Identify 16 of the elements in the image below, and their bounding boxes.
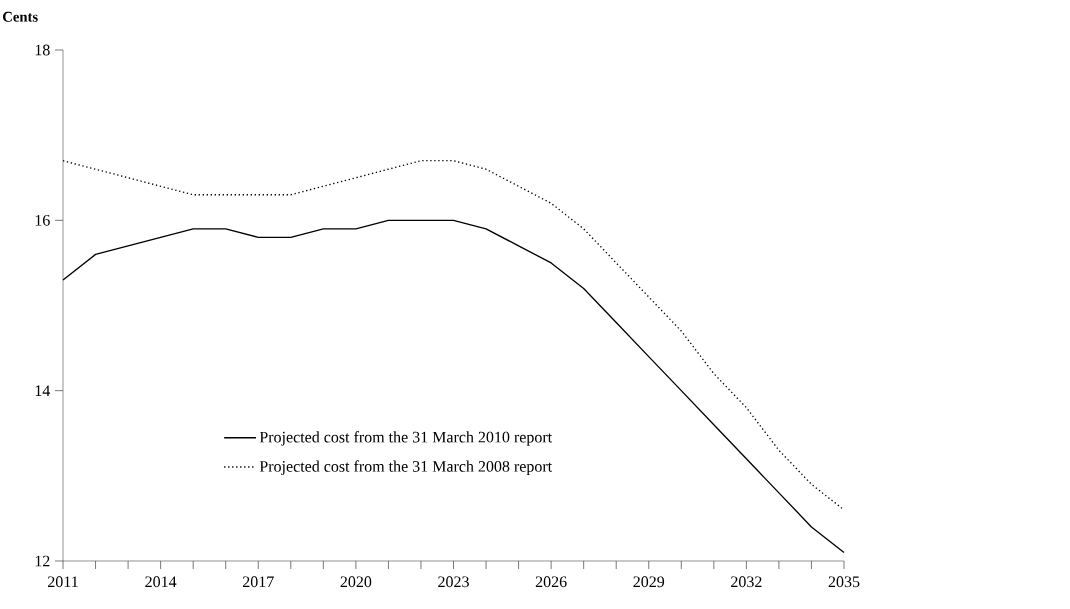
x-tick-label: 2026: [535, 576, 567, 588]
x-tick-label: 2020: [340, 576, 372, 588]
y-tick-label: 12: [35, 555, 50, 567]
x-tick-label: 2029: [633, 576, 665, 588]
x-tick-label: 2014: [145, 576, 177, 588]
x-tick-label: 2023: [438, 576, 469, 588]
x-tick-label: 2011: [48, 576, 78, 588]
x-tick-label: 2017: [242, 576, 274, 588]
x-tick-label: 2035: [828, 576, 860, 588]
x-tick-label: 2032: [731, 576, 762, 588]
y-tick-label: 18: [35, 44, 50, 56]
legend-label: Projected cost from the 31 March 2010 report: [259, 431, 553, 446]
y-tick-label: 16: [35, 214, 50, 226]
y-axis-title: Cents: [2, 11, 38, 22]
legend-label: Projected cost from the 31 March 2008 report: [259, 460, 553, 476]
y-tick-label: 14: [35, 385, 51, 396]
